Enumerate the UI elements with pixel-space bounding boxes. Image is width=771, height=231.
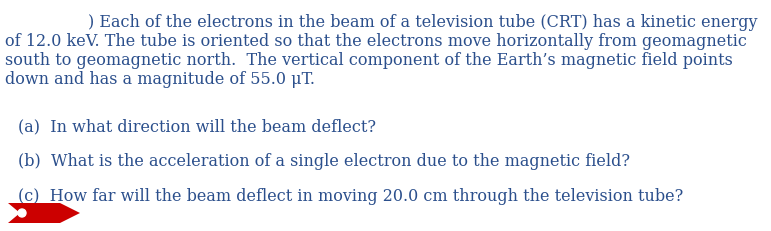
Polygon shape <box>8 203 80 223</box>
Text: down and has a magnitude of 55.0 μT.: down and has a magnitude of 55.0 μT. <box>5 71 315 88</box>
Circle shape <box>18 209 26 217</box>
Text: ) Each of the electrons in the beam of a television tube (CRT) has a kinetic ene: ) Each of the electrons in the beam of a… <box>88 14 757 31</box>
Text: (a)  In what direction will the beam deflect?: (a) In what direction will the beam defl… <box>18 118 376 134</box>
Text: (c)  How far will the beam deflect in moving 20.0 cm through the television tube: (c) How far will the beam deflect in mov… <box>18 187 683 204</box>
Text: (b)  What is the acceleration of a single electron due to the magnetic field?: (b) What is the acceleration of a single… <box>18 152 630 169</box>
Text: of 12.0 keV. The tube is oriented so that the electrons move horizontally from g: of 12.0 keV. The tube is oriented so tha… <box>5 33 747 50</box>
Text: south to geomagnetic north.  The vertical component of the Earth’s magnetic fiel: south to geomagnetic north. The vertical… <box>5 52 733 69</box>
